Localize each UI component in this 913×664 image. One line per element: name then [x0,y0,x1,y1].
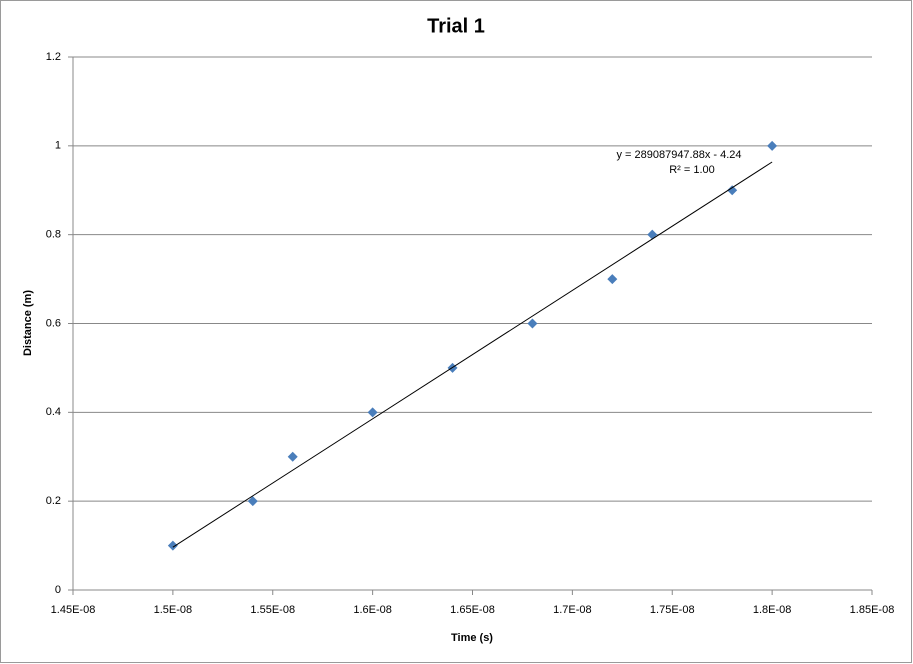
trendline-r-squared: R² = 1.00 [669,164,715,176]
y-tick-label: 0.6 [46,317,61,329]
x-tick-label: 1.55E-08 [250,604,295,616]
y-tick-label: 1.2 [46,51,61,63]
point [767,140,778,151]
y-tick-label: 0 [55,584,61,596]
point [727,185,738,196]
x-tick-label: 1.45E-08 [51,604,96,616]
point [247,496,258,507]
x-tick-label: 1.8E-08 [753,604,792,616]
y-tick-label: 0.8 [46,229,61,241]
y-tick-label: 0.2 [46,495,61,507]
x-tick-label: 1.5E-08 [154,604,193,616]
trendline-equation: y = 289087947.88x - 4.24 [616,149,741,161]
point [167,540,178,551]
y-tick-label: 1 [55,140,61,152]
point [287,451,298,462]
trendline [172,161,773,548]
x-tick-label: 1.65E-08 [450,604,495,616]
chart-title: Trial 1 [427,15,485,37]
x-tick-label: 1.6E-08 [353,604,392,616]
point [367,407,378,418]
y-axis-title: Distance (m) [22,290,34,356]
y-tick-label: 0.4 [46,406,61,418]
point [607,274,618,285]
x-axis-title: Time (s) [451,632,493,644]
x-tick-label: 1.85E-08 [850,604,895,616]
point [527,318,538,329]
x-tick-label: 1.7E-08 [553,604,592,616]
x-tick-label: 1.75E-08 [650,604,695,616]
